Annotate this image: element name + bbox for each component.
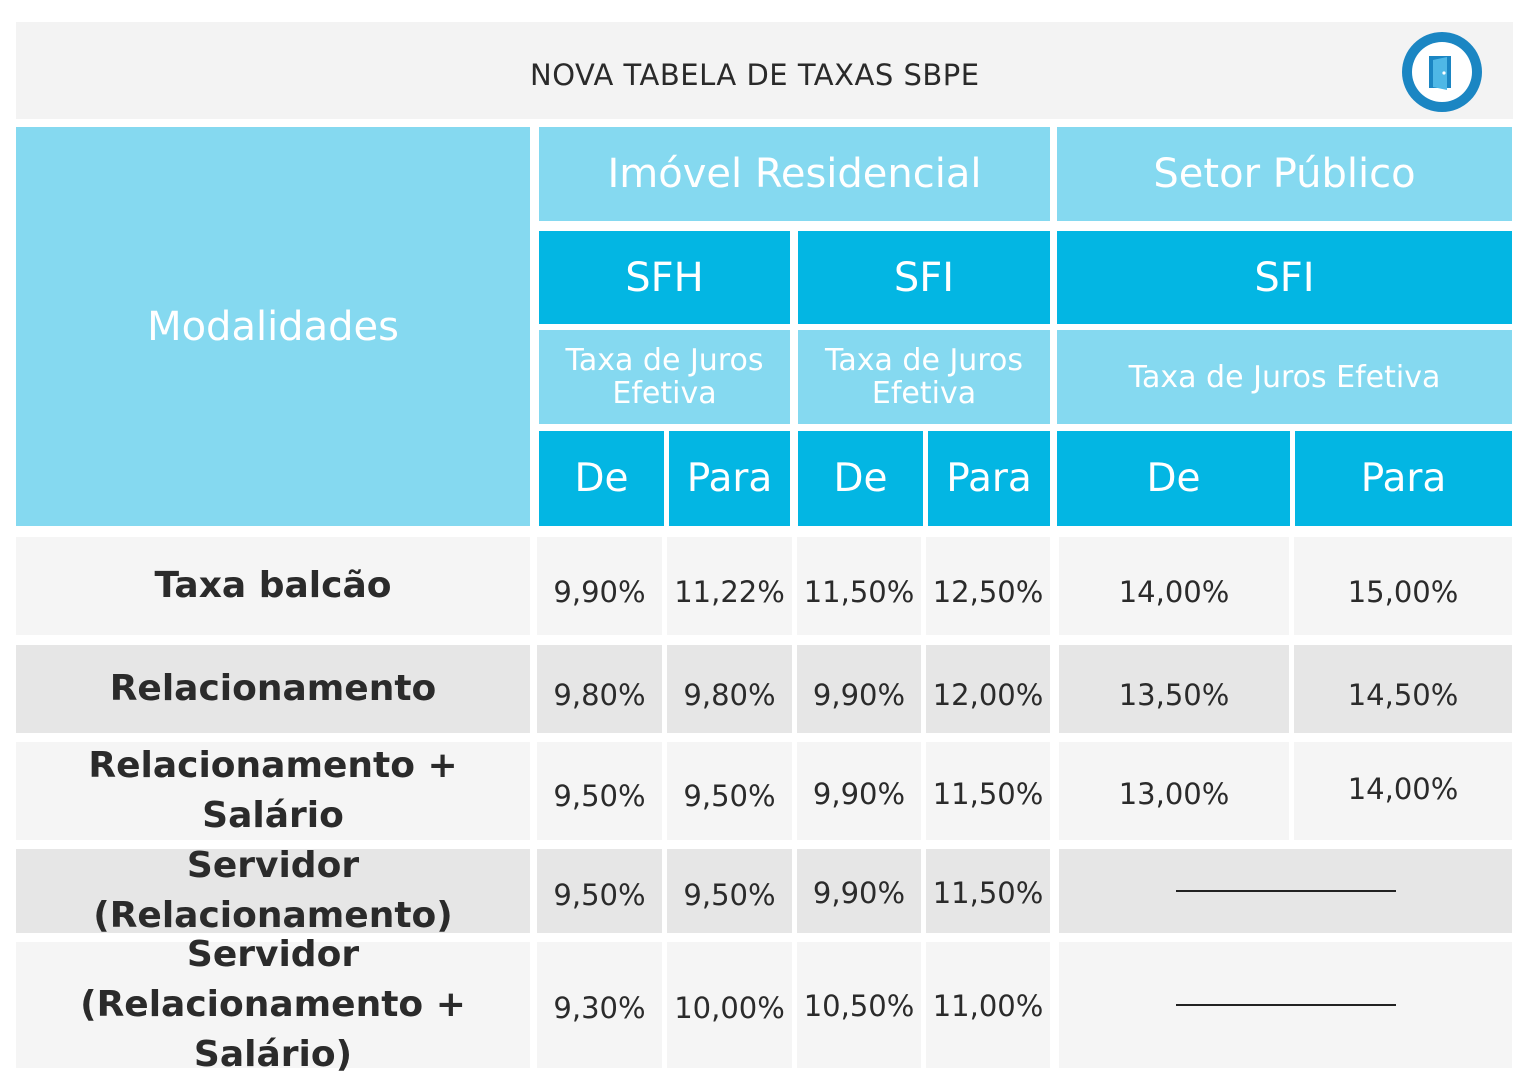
de-header: De	[1057, 431, 1290, 526]
rate-cell: 9,90%	[797, 742, 921, 840]
rate-cell: 11,50%	[926, 742, 1050, 840]
rate-cell: 9,90%	[797, 645, 921, 733]
de-header: De	[539, 431, 664, 526]
modalidades-header: Modalidades	[16, 127, 530, 526]
row-label: Servidor (Relacionamento + Salário)	[16, 934, 530, 1075]
dash-line	[1175, 1004, 1396, 1006]
rate-cell: 14,00%	[1059, 537, 1289, 635]
rate-cell: 11,50%	[926, 849, 1050, 933]
row-label: Relacionamento + Salário	[16, 742, 530, 840]
para-header: Para	[928, 431, 1050, 526]
dash-line	[1175, 890, 1396, 892]
rate-cell: 14,50%	[1294, 645, 1512, 733]
de-header: De	[798, 431, 923, 526]
rate-cell: 10,00%	[667, 942, 792, 1068]
rate-cell: 9,50%	[667, 849, 792, 933]
row-label: Taxa balcão	[16, 537, 530, 635]
empty-cell	[1059, 942, 1512, 1068]
rate-cell: 9,90%	[797, 849, 921, 933]
sfh-header: SFH	[539, 231, 790, 324]
rate-cell: 9,50%	[537, 849, 662, 933]
rate-cell: 12,00%	[926, 645, 1050, 733]
rate-cell: 11,50%	[797, 537, 921, 635]
rate-cell: 15,00%	[1294, 537, 1512, 635]
row-label: Servidor (Relacionamento)	[16, 845, 530, 936]
taxa-juros-sfh: Taxa de Juros Efetiva	[539, 330, 790, 424]
sfi-header-setor-publico: SFI	[1057, 231, 1512, 324]
setor-publico-header: Setor Público	[1057, 127, 1512, 221]
logo	[1402, 32, 1482, 112]
rate-cell: 9,50%	[667, 742, 792, 840]
taxa-juros-sfi: Taxa de Juros Efetiva	[798, 330, 1050, 424]
para-header: Para	[669, 431, 790, 526]
rate-cell: 9,30%	[537, 942, 662, 1068]
rate-cell: 14,00%	[1294, 742, 1512, 840]
rate-cell: 9,50%	[537, 742, 662, 840]
sfi-header-residencial: SFI	[798, 231, 1050, 324]
rate-cell: 9,80%	[667, 645, 792, 733]
rate-cell: 11,00%	[926, 942, 1050, 1068]
title-bar	[16, 22, 1513, 119]
rate-cell: 13,00%	[1059, 742, 1289, 840]
rate-cell: 13,50%	[1059, 645, 1289, 733]
rate-cell: 9,90%	[537, 537, 662, 635]
door-icon	[1429, 56, 1451, 90]
rate-cell: 9,80%	[537, 645, 662, 733]
empty-cell	[1059, 849, 1512, 933]
rate-cell: 10,50%	[797, 942, 921, 1068]
rate-cell: 11,22%	[667, 537, 792, 635]
imovel-residencial-header: Imóvel Residencial	[539, 127, 1050, 221]
rate-cell: 12,50%	[926, 537, 1050, 635]
row-label: Relacionamento	[16, 645, 530, 733]
taxa-juros-setor-publico: Taxa de Juros Efetiva	[1057, 330, 1512, 424]
page-title: NOVA TABELA DE TAXAS SBPE	[530, 58, 980, 92]
para-header: Para	[1295, 431, 1512, 526]
